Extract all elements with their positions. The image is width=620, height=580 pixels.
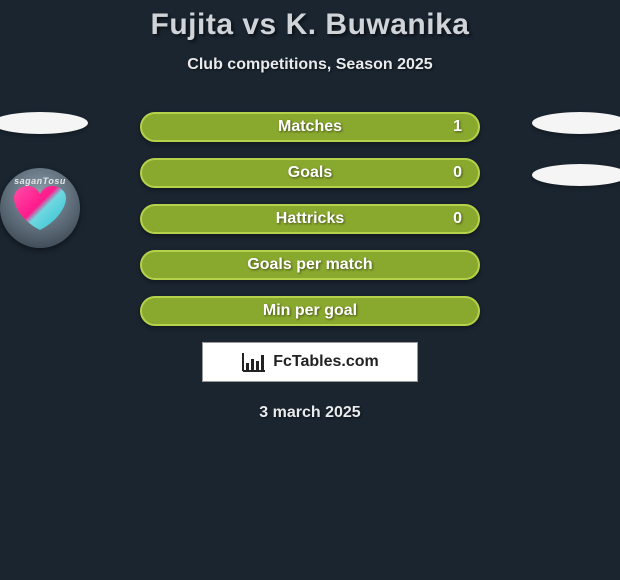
stat-label: Goals (288, 164, 332, 182)
stat-row: Goals per match (140, 250, 480, 280)
bar-chart-icon (241, 351, 267, 373)
stat-label: Matches (278, 118, 342, 136)
infographic-container: Fujita vs K. Buwanika Club competitions,… (0, 0, 620, 580)
player-right-oval-top (532, 112, 620, 134)
stat-value: 0 (453, 164, 462, 182)
stats-area: saganTosu Matches1Goals0Hattricks0Goals … (0, 112, 620, 422)
team-badge-text: saganTosu (0, 176, 80, 186)
stat-row: Goals 0 (140, 158, 480, 188)
player-left-oval (0, 112, 88, 134)
subtitle: Club competitions, Season 2025 (0, 56, 620, 74)
stat-label: Min per goal (263, 302, 357, 320)
team-badge-heart-icon (14, 186, 66, 230)
stat-rows: Matches 1 Goals 0 Hattricks 0 Goals per match M… (140, 112, 480, 326)
stat-label: Goals per match (247, 256, 372, 274)
stat-value: 0 (453, 210, 462, 228)
stat-value: 1 (453, 118, 462, 136)
branding-text: FcTables.com (273, 353, 379, 371)
player-right-oval-bottom (532, 164, 620, 186)
stat-row: Hattricks 0 (140, 204, 480, 234)
stat-label: Hattricks (276, 210, 344, 228)
team-badge: saganTosu (0, 168, 80, 248)
page-title: Fujita vs K. Buwanika (0, 8, 620, 42)
stat-row: Min per goal (140, 296, 480, 326)
date-text: 3 march 2025 (20, 404, 600, 422)
branding-box: FcTables.com (202, 342, 418, 382)
stat-row: Matches 1 (140, 112, 480, 142)
